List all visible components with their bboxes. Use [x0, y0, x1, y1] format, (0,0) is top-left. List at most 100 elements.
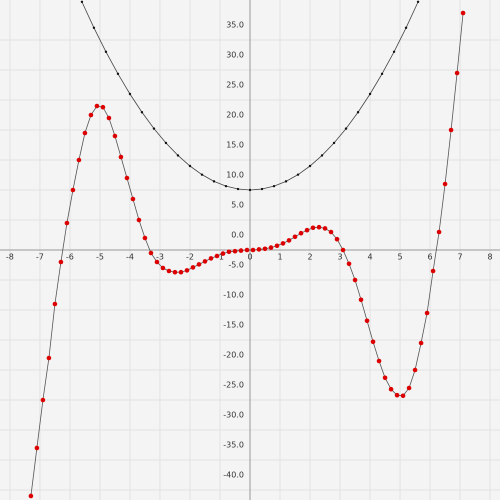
- point: [296, 173, 300, 176]
- point: [116, 72, 120, 76]
- point: [454, 70, 460, 76]
- y-tick-label: -40.0: [223, 470, 244, 479]
- point: [424, 310, 430, 316]
- point: [368, 92, 372, 96]
- point: [184, 268, 190, 273]
- point: [164, 141, 168, 145]
- point: [298, 230, 304, 236]
- point: [286, 238, 292, 243]
- point: [88, 112, 94, 118]
- point: [448, 127, 454, 133]
- x-tick-label: -8: [6, 253, 14, 262]
- point: [128, 92, 132, 96]
- point: [406, 385, 412, 391]
- point: [238, 248, 244, 253]
- point: [442, 181, 448, 187]
- point: [172, 269, 178, 275]
- x-tick-label: -2: [186, 253, 194, 262]
- y-tick-label: 10.0: [226, 171, 244, 180]
- point: [332, 141, 336, 145]
- y-tick-label: -20.0: [223, 350, 244, 359]
- point: [256, 247, 262, 252]
- point: [136, 217, 142, 223]
- point: [248, 188, 252, 192]
- y-tick-label: 20.0: [226, 111, 244, 120]
- point: [394, 392, 400, 398]
- y-tick-label: -30.0: [223, 410, 244, 419]
- x-tick-label: -4: [126, 253, 134, 262]
- point: [188, 164, 192, 168]
- y-tick-label: -25.0: [223, 380, 244, 389]
- point: [436, 229, 442, 235]
- point: [208, 256, 214, 261]
- point: [140, 111, 144, 114]
- point: [400, 393, 406, 399]
- point: [292, 234, 298, 240]
- x-tick-label: 4: [368, 253, 373, 262]
- x-tick-label: -3: [156, 253, 164, 262]
- point: [260, 187, 264, 191]
- point: [46, 355, 52, 361]
- point: [112, 133, 118, 139]
- point: [310, 225, 316, 231]
- y-tick-label: -35.0: [223, 440, 244, 449]
- x-tick-label: 3: [337, 253, 342, 262]
- point: [190, 265, 196, 270]
- y-tick-label: 35.0: [226, 21, 244, 30]
- point: [364, 318, 370, 324]
- x-tick-label: -1: [216, 253, 224, 262]
- point: [284, 180, 288, 183]
- point: [160, 265, 166, 271]
- point: [382, 375, 388, 381]
- point: [316, 224, 322, 230]
- point: [232, 248, 238, 254]
- point: [404, 26, 408, 29]
- point: [80, 0, 84, 4]
- point: [320, 154, 324, 157]
- y-tick-label: -5.0: [228, 260, 244, 269]
- x-tick-label: 1: [277, 253, 282, 262]
- point: [322, 226, 328, 231]
- y-tick-label: 30.0: [226, 51, 244, 60]
- point: [100, 104, 106, 110]
- point: [214, 253, 220, 259]
- point: [152, 127, 156, 130]
- x-tick-label: 0: [247, 253, 252, 262]
- point: [76, 157, 82, 163]
- point: [58, 259, 64, 265]
- point: [244, 247, 250, 253]
- x-tick-label: 5: [398, 253, 403, 262]
- point: [106, 115, 112, 121]
- point: [70, 187, 76, 193]
- point: [104, 50, 108, 53]
- point: [52, 301, 58, 307]
- point: [118, 154, 124, 160]
- y-tick-label: 15.0: [226, 141, 244, 150]
- x-tick-label: 7: [458, 253, 463, 262]
- x-tick-label: 2: [307, 253, 312, 262]
- point: [28, 493, 34, 499]
- x-tick-label: 8: [488, 253, 493, 262]
- point: [358, 297, 364, 303]
- point: [130, 196, 136, 202]
- point: [226, 249, 232, 255]
- point: [34, 445, 40, 451]
- point: [346, 261, 352, 267]
- point: [148, 250, 154, 256]
- point: [176, 154, 180, 157]
- point: [380, 72, 384, 76]
- point: [328, 229, 334, 235]
- point: [274, 243, 280, 249]
- point: [268, 245, 274, 250]
- x-tick-label: 6: [428, 253, 433, 262]
- point: [178, 269, 184, 275]
- x-tick-label: -6: [66, 253, 74, 262]
- point: [142, 235, 148, 241]
- point: [412, 367, 418, 373]
- point: [304, 227, 310, 233]
- point: [416, 0, 420, 4]
- point: [460, 10, 466, 16]
- point: [334, 236, 340, 242]
- point: [92, 26, 96, 29]
